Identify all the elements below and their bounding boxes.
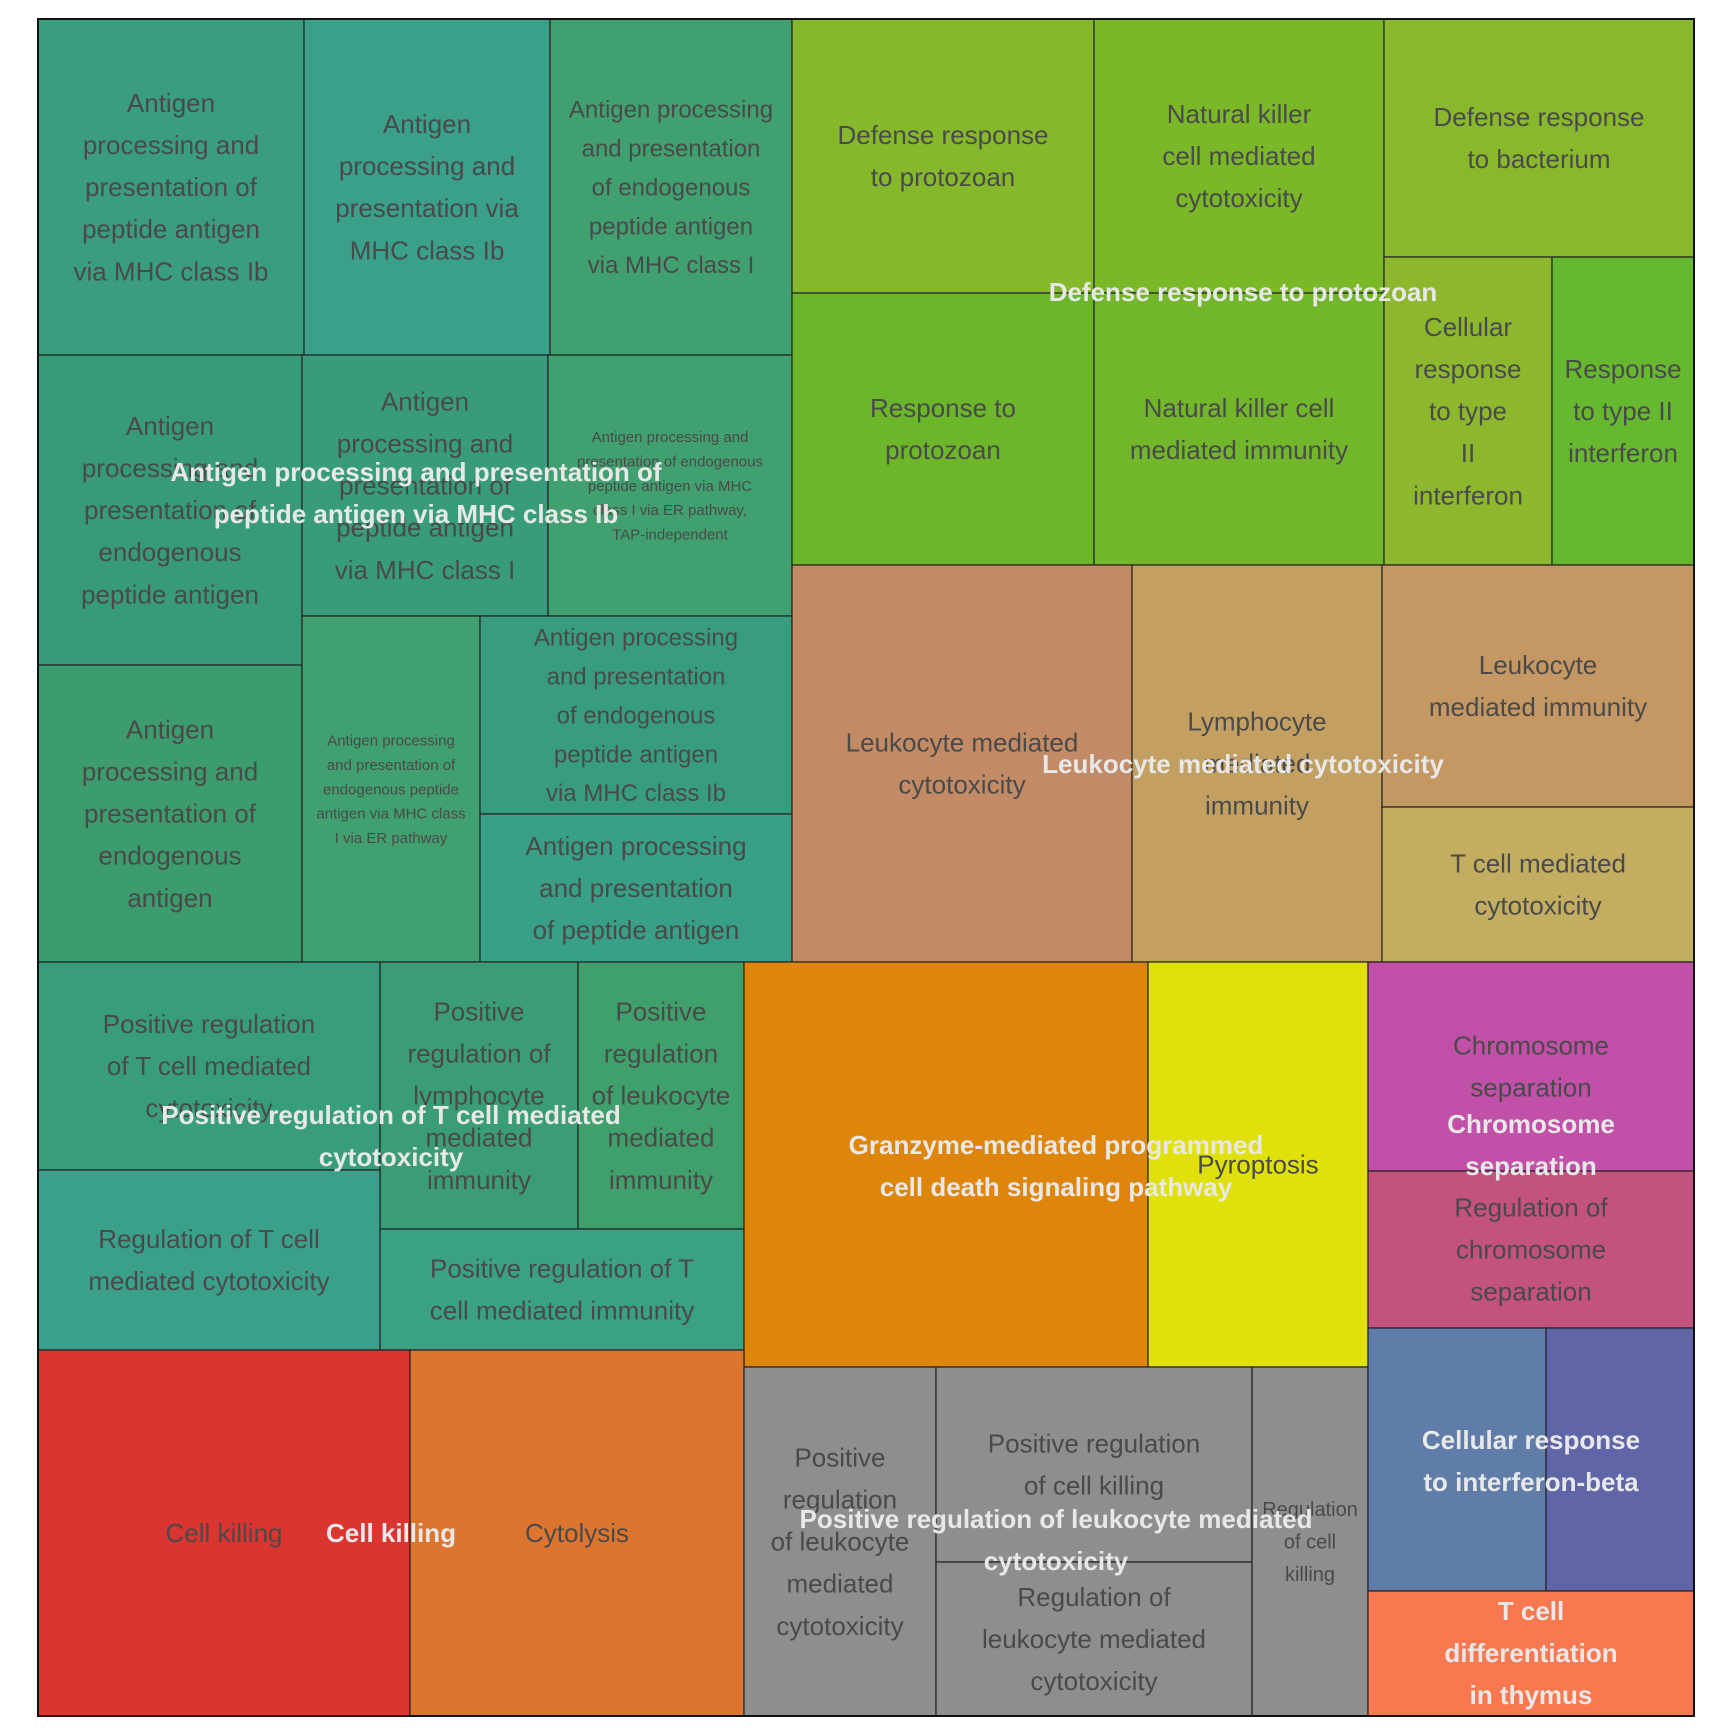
- tile-label-antigen-processing-and-presentation-of-peptide-antigen-via-mhc-class-ib: Antigen processing and presentation of pept…: [73, 88, 268, 286]
- treemap-tile-response-to-protozoan: [791, 292, 1095, 566]
- plot-border: [37, 18, 1695, 1717]
- treemap-tile-defense-response-to-protozoan: [791, 18, 1095, 294]
- tile-label-antigen-processing-and-presentation-of-endogenous-peptide-antigen: Antigen processing and presentation of endo…: [81, 411, 259, 609]
- tile-label-antigen-processing-and-presentation-of-endogenous-peptide-antigen-via-mhc-class-i-via-er-pathway: Antigen processing and presentation of end…: [316, 733, 465, 847]
- tile-label-positive-regulation-of-cell-killing: Positive regulation of cell killing: [988, 1429, 1200, 1501]
- treemap-tile-antigen-processing-and-presentation-of-peptide-antigen-via-mhc-class-ib: [37, 18, 305, 356]
- tile-label-chromosome-separation: Chromosome separation: [1453, 1031, 1609, 1103]
- treemap-tile-antigen-processing-and-presentation-of-endogenous-peptide-antigen-via-mhc-class-i-via-er-pathway-tap-independent: [547, 354, 793, 617]
- tile-label-regulation-of-leukocyte-mediated-cytotoxicity: Regulation of leukocyte mediated cytotoxic…: [982, 1582, 1206, 1696]
- tile-label-positive-regulation-of-leukocyte-mediated-immunity: Positive regulation of leukocyte mediated im…: [592, 996, 731, 1194]
- group-label-cellular-response-to-interferon-beta: Cellular response to interferon-beta: [1422, 1425, 1640, 1497]
- treemap-tile-granzyme-mediated-programmed-cell-death-signaling-pathway-0: [743, 961, 1149, 1368]
- treemap-tile-positive-regulation-of-t-cell-mediated-cytotoxicity: [37, 961, 381, 1171]
- treemap-tile-cytolysis: [409, 1349, 745, 1717]
- group-label-leukocyte-mediated-cytotoxicity: Leukocyte mediated cytotoxicity: [1042, 749, 1444, 779]
- group-label-antigen-processing-and-presentation-of-peptide-antigen-via-mhc-class-ib: Antigen processing and presentation of pe…: [170, 457, 661, 529]
- tile-label-positive-regulation-of-t-cell-mediated-cytotoxicity: Positive regulation of T cell mediated cyt…: [103, 1009, 315, 1123]
- treemap-tile-antigen-processing-and-presentation-of-endogenous-peptide-antigen-via-mhc-class-i-via-er-pathway: [301, 615, 481, 963]
- treemap-tile-regulation-of-leukocyte-mediated-cytotoxicity: [935, 1561, 1253, 1717]
- tile-label-regulation-of-cell-killing: Regulation of cell killing: [1262, 1499, 1358, 1586]
- tile-label-antigen-processing-and-presentation-of-endogenous-antigen: Antigen processing and presentation of endo…: [82, 714, 258, 912]
- group-label-t-cell-differentiation-in-thymus: T cell differentiation in thymus: [1444, 1596, 1617, 1710]
- group-label-positive-regulation-of-t-cell-mediated-cytotoxicity: Positive regulation of T cell mediated cy…: [161, 1100, 620, 1172]
- treemap-tile-cellular-response-to-interferon-beta-1: [1545, 1327, 1695, 1592]
- tile-label-antigen-processing-and-presentation-of-peptide-antigen: Antigen processing and presentation of pep…: [525, 831, 746, 945]
- treemap-tile-regulation-of-chromosome-separation: [1367, 1170, 1695, 1329]
- treemap-tile-defense-response-to-bacterium: [1383, 18, 1695, 258]
- tile-label-regulation-of-chromosome-separation: Regulation of chromosome separation: [1454, 1192, 1608, 1306]
- treemap-tile-t-cell-mediated-cytotoxicity: [1381, 806, 1695, 963]
- group-label-cell-killing: Cell killing: [326, 1518, 456, 1548]
- treemap-tile-cell-killing: [37, 1349, 411, 1717]
- group-labels-layer: Antigen processing and presentation of pe…: [161, 277, 1640, 1710]
- treemap-tile-antigen-processing-and-presentation-of-peptide-antigen: [479, 813, 793, 963]
- tile-label-pyroptosis: Pyroptosis: [1197, 1150, 1318, 1180]
- tile-label-antigen-processing-and-presentation-via-mhc-class-ib: Antigen processing and presentation via MHC…: [335, 109, 519, 265]
- treemap-tile-antigen-processing-and-presentation-of-endogenous-peptide-antigen-via-mhc-class-i: [549, 18, 793, 356]
- group-label-chromosome-separation: Chromosome separation: [1447, 1109, 1615, 1181]
- tile-label-leukocyte-mediated-cytotoxicity: Leukocyte mediated cytotoxicity: [846, 728, 1079, 800]
- tile-label-regulation-of-t-cell-mediated-cytotoxicity: Regulation of T cell mediated cytotoxicit…: [88, 1224, 329, 1296]
- tile-label-t-cell-mediated-cytotoxicity: T cell mediated cytotoxicity: [1450, 849, 1626, 921]
- tile-label-cytolysis: Cytolysis: [525, 1518, 629, 1548]
- treemap-tile-lymphocyte-mediated-immunity: [1131, 564, 1383, 963]
- treemap-tile-positive-regulation-of-lymphocyte-mediated-immunity: [379, 961, 579, 1230]
- treemap-tile-positive-regulation-of-cell-killing: [935, 1366, 1253, 1563]
- treemap-tile-cellular-response-to-type-ii-interferon: [1383, 256, 1553, 566]
- tile-label-positive-regulation-of-leukocyte-mediated-cytotoxicity: Positive regulation of leukocyte mediated cy…: [771, 1442, 910, 1640]
- tile-label-cell-killing: Cell killing: [165, 1518, 282, 1548]
- treemap-tile-antigen-processing-and-presentation-of-peptide-antigen-via-mhc-class-i: [301, 354, 549, 617]
- treemap-tile-positive-regulation-of-leukocyte-mediated-immunity: [577, 961, 745, 1230]
- tile-label-antigen-processing-and-presentation-of-endogenous-peptide-antigen-via-mhc-class-ib: Antigen processing and presentation of end…: [534, 625, 738, 808]
- tile-label-antigen-processing-and-presentation-of-peptide-antigen-via-mhc-class-i: Antigen processing and presentation of pept…: [335, 386, 516, 584]
- treemap-tile-positive-regulation-of-leukocyte-mediated-cytotoxicity: [743, 1366, 937, 1717]
- treemap-tile-antigen-processing-and-presentation-via-mhc-class-ib: [303, 18, 551, 356]
- treemap-tile-antigen-processing-and-presentation-of-endogenous-peptide-antigen: [37, 354, 303, 666]
- treemap-tile-t-cell-differentiation-in-thymus-0: [1367, 1590, 1695, 1717]
- treemap-tile-natural-killer-cell-mediated-cytotoxicity: [1093, 18, 1385, 294]
- tile-label-lymphocyte-mediated-immunity: Lymphocyte mediated immunity: [1187, 706, 1326, 820]
- treemap-tile-natural-killer-cell-mediated-immunity: [1093, 292, 1385, 566]
- tile-label-leukocyte-mediated-immunity: Leukocyte mediated immunity: [1429, 650, 1647, 722]
- tile-label-cellular-response-to-type-ii-interferon: Cellular response to type II interferon: [1413, 312, 1523, 510]
- group-label-defense-response-to-protozoan: Defense response to protozoan: [1049, 277, 1438, 307]
- treemap-tile-antigen-processing-and-presentation-of-endogenous-peptide-antigen-via-mhc-class-ib: [479, 615, 793, 815]
- tile-label-response-to-protozoan: Response to protozoan: [870, 393, 1016, 465]
- treemap-tile-chromosome-separation: [1367, 961, 1695, 1172]
- treemap-tile-cellular-response-to-interferon-beta-0: [1367, 1327, 1547, 1592]
- tile-label-defense-response-to-protozoan: Defense response to protozoan: [837, 120, 1048, 192]
- tile-label-response-to-type-ii-interferon: Response to type II interferon: [1564, 354, 1681, 468]
- treemap-tile-regulation-of-t-cell-mediated-cytotoxicity: [37, 1169, 381, 1351]
- treemap-tile-response-to-type-ii-interferon: [1551, 256, 1695, 566]
- treemap-tile-regulation-of-cell-killing: [1251, 1366, 1369, 1717]
- tile-label-antigen-processing-and-presentation-of-endogenous-peptide-antigen-via-mhc-class-i: Antigen processing and presentation of end…: [569, 97, 773, 280]
- treemap-tile-antigen-processing-and-presentation-of-endogenous-antigen: [37, 664, 303, 963]
- tile-label-positive-regulation-of-lymphocyte-mediated-immunity: Positive regulation of lymphocyte mediated i…: [407, 996, 551, 1194]
- treemap-tile-leukocyte-mediated-cytotoxicity: [791, 564, 1133, 963]
- group-label-positive-regulation-of-leukocyte-mediated-cytotoxicity: Positive regulation of leukocyte mediate…: [800, 1504, 1313, 1576]
- tile-label-defense-response-to-bacterium: Defense response to bacterium: [1433, 102, 1644, 174]
- tile-label-natural-killer-cell-mediated-cytotoxicity: Natural killer cell mediated cytotoxicity: [1162, 99, 1315, 213]
- tile-label-antigen-processing-and-presentation-of-endogenous-peptide-antigen-via-mhc-class-i-via-er-pathway-tap-independent: Antigen processing and presentation of en…: [577, 429, 763, 543]
- treemap-tile-positive-regulation-of-t-cell-mediated-immunity: [379, 1228, 745, 1351]
- tiles-layer: Antigen processing and presentation of pept…: [37, 18, 1695, 1717]
- group-label-granzyme-mediated-programmed-cell-death-signaling-pathway: Granzyme-mediated programmed cell death s…: [849, 1130, 1264, 1202]
- tile-label-natural-killer-cell-mediated-immunity: Natural killer cell mediated immunity: [1130, 393, 1348, 465]
- treemap-tile-pyroptosis: [1147, 961, 1369, 1368]
- treemap-tile-leukocyte-mediated-immunity: [1381, 564, 1695, 808]
